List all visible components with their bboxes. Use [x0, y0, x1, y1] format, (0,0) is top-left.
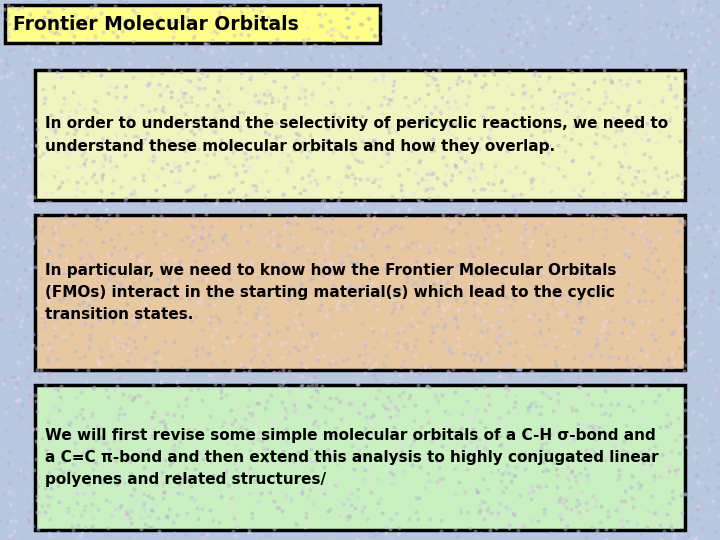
FancyBboxPatch shape — [35, 385, 685, 530]
Text: In particular, we need to know how the Frontier Molecular Orbitals
(FMOs) intera: In particular, we need to know how the F… — [45, 263, 616, 322]
Text: In order to understand the selectivity of pericyclic reactions, we need to
under: In order to understand the selectivity o… — [45, 117, 668, 153]
Text: Frontier Molecular Orbitals: Frontier Molecular Orbitals — [13, 15, 299, 33]
FancyBboxPatch shape — [35, 215, 685, 370]
Text: We will first revise some simple molecular orbitals of a C-H σ-bond and
a C=C π-: We will first revise some simple molecul… — [45, 428, 659, 487]
FancyBboxPatch shape — [5, 5, 380, 43]
FancyBboxPatch shape — [35, 70, 685, 200]
